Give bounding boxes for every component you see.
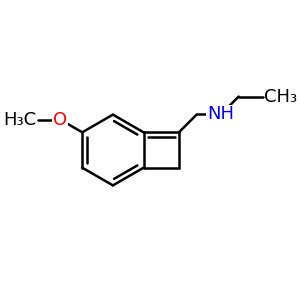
Text: CH₃: CH₃ <box>264 88 297 106</box>
Text: H₃C: H₃C <box>3 111 36 129</box>
Text: NH: NH <box>207 105 234 123</box>
Text: O: O <box>53 111 68 129</box>
